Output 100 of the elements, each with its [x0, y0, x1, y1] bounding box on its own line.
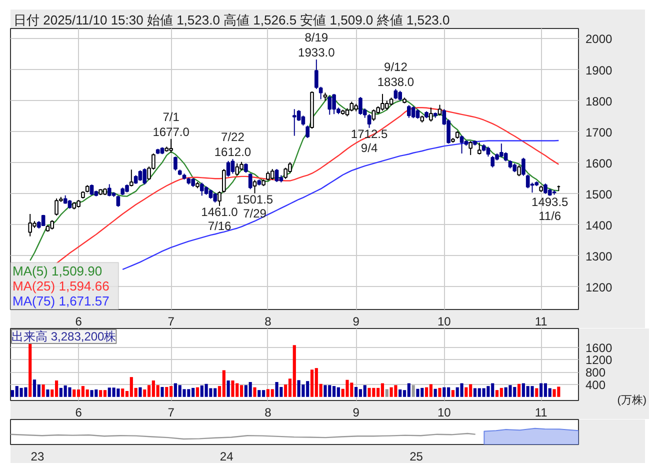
bar: [266, 389, 270, 397]
y-tick-label: 1700: [586, 125, 613, 140]
candlestick: [367, 114, 372, 128]
candlestick: [398, 90, 402, 102]
x-tick-label: 8: [264, 314, 272, 328]
bar: [552, 389, 556, 397]
candlestick: [270, 168, 274, 180]
bar: [332, 386, 336, 397]
x-tick-label: 9: [352, 406, 360, 420]
x-tick-label: 9: [352, 314, 360, 328]
bar: [222, 370, 226, 397]
candlestick: [130, 169, 134, 187]
bar: [385, 389, 388, 397]
bar: [438, 388, 442, 397]
annotation: 1461.0 7/16: [201, 204, 238, 233]
candlestick: [252, 179, 257, 194]
bar: [28, 342, 32, 397]
candlestick: [407, 104, 411, 118]
annotation: 7/1 1677.0: [152, 110, 190, 139]
x-tick-label: 25: [410, 450, 424, 464]
bar: [32, 380, 36, 397]
bar: [482, 388, 486, 397]
y-tick-label: 2000: [586, 32, 613, 46]
candlestick: [200, 182, 204, 196]
x-tick-label: 11: [534, 406, 548, 420]
x-tick-label: 6: [75, 406, 82, 420]
bar: [138, 387, 142, 397]
bar: [165, 386, 168, 397]
bar: [429, 384, 432, 397]
candlestick: [301, 115, 306, 126]
y-tick-label: 400: [586, 378, 606, 392]
candlestick: [517, 164, 521, 177]
x-tick-label: 7: [168, 314, 175, 328]
bar: [442, 387, 446, 397]
series-label: MA(25) 1,594.66: [12, 278, 110, 294]
bar: [209, 388, 212, 397]
x-tick-label: 24: [220, 450, 234, 464]
candlestick: [372, 108, 376, 122]
y-tick-label: 1200: [586, 353, 613, 368]
bar: [42, 384, 45, 397]
candlestick: [350, 101, 354, 112]
y-tick-label: 1200: [586, 280, 613, 294]
bar: [434, 388, 437, 397]
candlestick: [490, 155, 495, 168]
y-tick-label: 1900: [586, 63, 613, 78]
x-tick-label: 11: [534, 314, 548, 328]
bar: [24, 387, 28, 397]
candlestick: [222, 168, 226, 194]
x-tick-label: 23: [30, 450, 44, 464]
bar: [86, 389, 89, 397]
bar: [540, 383, 543, 397]
bar: [248, 382, 252, 397]
bar: [121, 388, 124, 397]
candlestick: [526, 174, 530, 189]
candlestick: [213, 192, 218, 203]
bar: [72, 389, 76, 397]
x-tick-label: 6: [75, 314, 82, 328]
annotation: 9/12 1838.0: [377, 60, 414, 89]
bar: [407, 383, 410, 397]
bar: [143, 389, 146, 397]
bar: [473, 388, 477, 397]
chart-title: 日付 2025/11/10 15:30 始値 1,523.0 高値 1,526.5 安値 1,509.0 終値 1,523.0: [14, 12, 450, 28]
candlestick: [244, 162, 248, 174]
y-tick-label: 1600: [586, 340, 613, 355]
bar: [464, 387, 468, 397]
x-tick-label: 10: [437, 314, 452, 328]
bar: [90, 390, 94, 397]
candlestick: [138, 170, 142, 182]
candlestick: [477, 142, 482, 155]
bar: [253, 387, 256, 397]
bar: [99, 390, 102, 397]
bar: [116, 388, 120, 397]
y-tick-label: 1500: [586, 187, 613, 202]
annotation: 1493.5 11/6: [532, 194, 569, 223]
candlestick: [468, 140, 472, 156]
bar: [270, 389, 274, 397]
y-tick-label: 1800: [586, 94, 613, 108]
candlestick: [292, 108, 296, 136]
bar: [500, 388, 503, 397]
candlestick: [314, 59, 318, 90]
bar: [297, 380, 300, 397]
y-tick-label: 1600: [586, 156, 613, 170]
y-axis-title: (万株): [617, 394, 647, 406]
annotation: 1501.5 7/29: [236, 192, 274, 220]
bar: [336, 387, 340, 397]
x-tick-label: 10: [437, 406, 452, 420]
x-tick-label: 7: [168, 406, 175, 420]
bar: [460, 383, 464, 397]
bar: [196, 387, 200, 397]
candlestick: [438, 104, 442, 116]
bar: [495, 390, 499, 397]
annotation: 8/19 1933.0: [298, 30, 336, 60]
candlestick: [394, 88, 398, 100]
bar: [530, 386, 534, 397]
bar: [486, 386, 490, 397]
bar: [451, 390, 455, 397]
bar: [412, 385, 415, 397]
x-tick-label: 8: [264, 406, 272, 420]
bar: [103, 390, 107, 397]
candlestick: [90, 184, 94, 196]
